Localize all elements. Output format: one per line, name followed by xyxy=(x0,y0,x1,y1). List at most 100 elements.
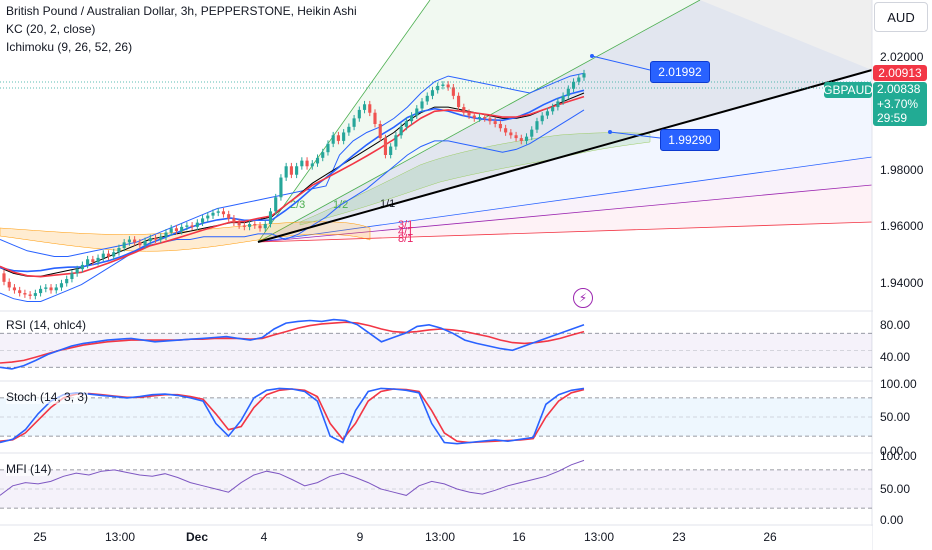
candle-body xyxy=(221,211,226,215)
stoch-y-tick: 0.00 xyxy=(880,444,904,458)
candle-body xyxy=(582,73,586,78)
red-price-badge: 2.00913 xyxy=(873,65,927,81)
conversion-line xyxy=(0,89,585,273)
candle-body xyxy=(284,166,288,178)
candle-body xyxy=(404,121,408,127)
candle-body xyxy=(540,115,544,122)
candle-body xyxy=(342,132,346,141)
mfi-pane xyxy=(0,459,872,509)
candle-body xyxy=(248,224,252,227)
rsi-ma-line xyxy=(0,321,585,364)
trend-line xyxy=(257,69,873,243)
rsi-y-tick: 40.00 xyxy=(880,350,910,364)
candle-body xyxy=(80,264,84,270)
candle-body xyxy=(127,239,131,243)
stoch-y-tick: 100.00 xyxy=(880,377,917,391)
currency-button[interactable]: AUD xyxy=(874,2,928,32)
candle-body xyxy=(415,108,419,116)
mfi-y-tick: 50.00 xyxy=(880,482,910,496)
candle-body xyxy=(321,152,325,158)
candle-body xyxy=(174,228,178,232)
main-y-tick: 1.94000 xyxy=(880,276,924,290)
candle-body xyxy=(477,116,482,119)
candle-body xyxy=(232,218,236,223)
fan-line-3 xyxy=(257,156,873,243)
candle-body xyxy=(378,124,382,139)
candle-body xyxy=(577,77,581,82)
candle-body xyxy=(394,135,398,147)
fan-label: 2/3 xyxy=(290,199,305,211)
x-tick: 13:00 xyxy=(425,530,455,544)
candle-body xyxy=(54,287,58,291)
main-y-tick: 1.96000 xyxy=(880,219,924,233)
callout-lower-anchor xyxy=(608,130,612,134)
candle-body xyxy=(59,283,64,288)
candles xyxy=(2,69,586,300)
fan-zone-gray xyxy=(258,0,872,242)
candle-body xyxy=(274,197,278,212)
callout-lower[interactable]: 1.99290 xyxy=(660,129,720,151)
stoch-y-tick: 50.00 xyxy=(880,410,910,424)
callout-upper-anchor xyxy=(590,54,594,58)
candle-body xyxy=(49,287,53,291)
candle-body xyxy=(504,128,508,133)
candle-body xyxy=(389,146,393,155)
candle-body xyxy=(96,257,100,263)
candle-body xyxy=(368,104,372,113)
candle-body xyxy=(514,135,518,139)
ichimoku-legend[interactable]: Ichimoku (9, 26, 52, 26) xyxy=(6,40,133,54)
x-tick: 4 xyxy=(261,530,268,544)
candle-body xyxy=(227,214,231,219)
candle-body xyxy=(237,222,241,226)
candle-body xyxy=(571,81,576,89)
candle-body xyxy=(300,160,304,167)
candle-body xyxy=(143,240,147,246)
main-y-tick: 2.02000 xyxy=(880,50,924,64)
fan-line-4 xyxy=(257,184,873,243)
mfi-title[interactable]: MFI (14) xyxy=(6,462,52,476)
candle-body xyxy=(242,225,246,227)
candle-body xyxy=(551,107,555,112)
candle-body xyxy=(315,157,320,164)
candle-body xyxy=(258,225,262,229)
candle-body xyxy=(451,87,455,96)
candle-body xyxy=(399,126,403,136)
candle-body xyxy=(545,111,549,116)
candle-body xyxy=(148,238,152,241)
x-tick: 26 xyxy=(763,530,777,544)
callout-upper[interactable]: 2.01992 xyxy=(650,61,710,83)
mfi-line xyxy=(0,459,585,496)
candle-body xyxy=(263,224,267,229)
lightning-icon[interactable]: ⚡ xyxy=(573,288,593,308)
candle-body xyxy=(122,242,126,248)
candle-body xyxy=(101,253,105,258)
change-percent: +3.70% xyxy=(877,97,919,111)
candle-body xyxy=(362,104,367,110)
candle-body xyxy=(117,248,121,253)
fan-label: 8/1 xyxy=(398,233,413,245)
candle-body xyxy=(185,225,189,227)
x-tick: 16 xyxy=(512,530,526,544)
candle-body xyxy=(457,95,461,108)
candle-body xyxy=(467,112,471,116)
candle-body xyxy=(164,232,168,237)
kc-legend[interactable]: KC (20, 2, close) xyxy=(6,22,96,36)
candle-body xyxy=(200,218,205,223)
candle-body xyxy=(383,138,388,155)
candle-body xyxy=(420,101,424,109)
candle-body xyxy=(138,242,142,246)
candle-body xyxy=(352,118,356,127)
candle-body xyxy=(159,236,163,240)
main-pane xyxy=(0,0,872,310)
rsi-title[interactable]: RSI (14, ohlc4) xyxy=(6,318,87,332)
time-axis: 25 13:00 Dec 4 9 13:00 16 13:00 23 26 xyxy=(0,526,872,550)
stoch-title[interactable]: Stoch (14, 3, 3) xyxy=(6,390,89,404)
candle-body xyxy=(169,228,173,233)
candle-body xyxy=(23,293,27,295)
candle-body xyxy=(357,109,361,119)
stoch-pane xyxy=(0,387,872,445)
candle-body xyxy=(195,222,199,227)
candle-body xyxy=(483,116,487,119)
candle-body xyxy=(106,253,111,257)
